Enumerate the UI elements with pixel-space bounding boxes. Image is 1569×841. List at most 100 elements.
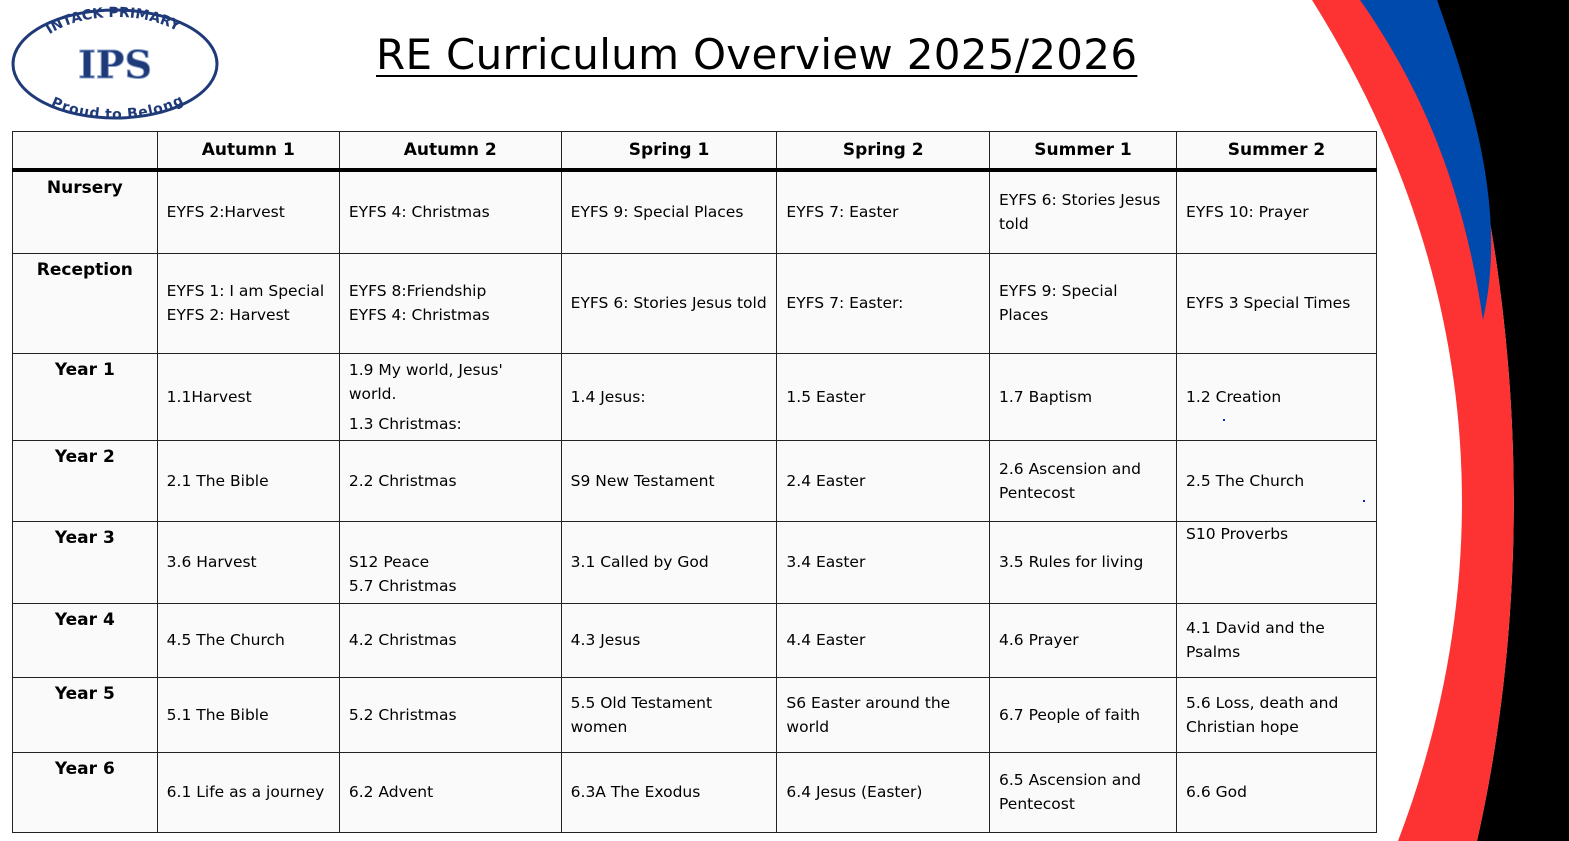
- unit-title: EYFS 8:Friendship: [348, 282, 487, 300]
- unit-title: 1.4 Jesus:: [570, 387, 646, 406]
- unit-title: S10 Proverbs: [1186, 524, 1289, 543]
- table-row: Year 2 2.1 The Bible 2.2 Christmas S9 New T…: [12, 439, 1377, 522]
- table-cell: 6.2 Advent: [338, 751, 562, 833]
- unit-title: 5.2 Christmas: [348, 705, 457, 724]
- unit-title: 6.7 People of faith: [999, 705, 1141, 724]
- table-cell: 3.5 Rules for living: [988, 520, 1178, 604]
- row-label: Year 1: [12, 352, 158, 441]
- unit-title: EYFS 6: Stories Jesus told: [570, 294, 767, 312]
- school-logo: INTACK PRIMARY IPS Proud to Belong: [11, 6, 219, 122]
- svg-text:IPS: IPS: [78, 42, 152, 87]
- unit-title: EYFS 3 Special Times: [1186, 294, 1351, 312]
- unit-title: 5.6 Loss, death and Christian hope: [1186, 693, 1339, 736]
- table-cell: 4.6 Prayer: [988, 602, 1178, 678]
- row-label: Year 5: [12, 676, 158, 753]
- unit-title: 6.3A The Exodus: [570, 783, 701, 801]
- unit-title: 6.5 Ascension and Pentecost: [999, 771, 1141, 813]
- unit-title: EYFS 2:Harvest: [166, 203, 285, 222]
- unit-title: 2.6 Ascension and Pentecost: [999, 459, 1141, 502]
- column-header: Autumn 2: [338, 131, 562, 172]
- table-cell: 3.1 Called by God: [560, 520, 778, 604]
- table-cell: 1.2 Creation: [1176, 352, 1377, 441]
- unit-title: EYFS 10: Prayer: [1186, 203, 1309, 222]
- table-cell: EYFS 9: Special Places: [988, 252, 1178, 354]
- unit-title: 1.5 Easter: [786, 387, 866, 406]
- table-cell: S9 New Testament: [560, 439, 778, 522]
- unit-title: 6.4 Jesus (Easter): [786, 783, 923, 801]
- table-cell: 2.6 Ascension and Pentecost: [988, 439, 1178, 522]
- unit-title: 6.1 Life as a journey: [166, 783, 325, 801]
- table-cell: 2.1 The Bible: [156, 439, 340, 522]
- table-cell: 6.3A The Exodus: [560, 751, 778, 833]
- unit-title: 1.2 Creation: [1186, 387, 1282, 406]
- table-row: Nursery EYFS 2:Harvest EYFS 4: Christmas EY…: [12, 169, 1377, 254]
- table-cell: 1.5 Easter: [776, 352, 990, 441]
- unit-title: 1.9 My world, Jesus' world.: [348, 360, 503, 403]
- table-cell: 5.6 Loss, death and Christian hope: [1176, 676, 1377, 753]
- table-row: Year 3 3.6 Harvest S12 Peace 5.7 Christmas 3…: [12, 520, 1377, 604]
- table-cell: S10 Proverbs: [1176, 520, 1377, 604]
- corner-cell: [12, 131, 158, 172]
- unit-title: 1.1Harvest: [166, 387, 252, 406]
- column-header: Autumn 1: [156, 131, 340, 172]
- table-cell: 4.3 Jesus: [560, 602, 778, 678]
- table-cell: EYFS 2:Harvest: [156, 169, 340, 254]
- unit-title: 3.1 Called by God: [570, 553, 709, 571]
- table-cell: EYFS 6: Stories Jesus told: [560, 252, 778, 354]
- unit-title: 4.5 The Church: [166, 631, 285, 649]
- unit-title: 4.4 Easter: [786, 631, 866, 649]
- column-header: Summer 2: [1176, 131, 1377, 172]
- unit-title: 4.2 Christmas: [348, 631, 457, 649]
- table-cell: EYFS 7: Easter:: [776, 252, 990, 354]
- table-cell: 1.9 My world, Jesus' world. 1.3 Christmas…: [338, 352, 562, 441]
- stray-dot: [1223, 419, 1225, 421]
- unit-title: 6.2 Advent: [348, 783, 434, 801]
- table-cell: 2.2 Christmas: [338, 439, 562, 522]
- table-cell: 5.2 Christmas: [338, 676, 562, 753]
- table-cell: 2.5 The Church: [1176, 439, 1377, 522]
- table-cell: EYFS 6: Stories Jesus told: [988, 169, 1178, 254]
- curriculum-table: Autumn 1 Autumn 2 Spring 1 Spring 2 Summer 1…: [12, 131, 1377, 833]
- unit-title: 5.1 The Bible: [166, 705, 269, 724]
- unit-title: EYFS 1: I am Special: [166, 282, 325, 300]
- unit-title: 4.6 Prayer: [999, 631, 1079, 649]
- table-row: Reception EYFS 1: I am Special EYFS 2: Har…: [12, 252, 1377, 354]
- table-cell: 2.4 Easter: [776, 439, 990, 522]
- row-label: Year 2: [12, 439, 158, 522]
- row-label: Year 3: [12, 520, 158, 604]
- unit-title: 2.4 Easter: [786, 471, 866, 490]
- unit-title: 3.4 Easter: [786, 553, 866, 571]
- table-cell: 6.5 Ascension and Pentecost: [988, 751, 1178, 833]
- table-cell: 4.5 The Church: [156, 602, 340, 678]
- unit-title: 1.7 Baptism: [999, 387, 1093, 406]
- unit-title: 4.3 Jesus: [570, 631, 641, 649]
- header-row: Autumn 1 Autumn 2 Spring 1 Spring 2 Summer 1…: [12, 131, 1377, 172]
- unit-title: 5.7 Christmas: [348, 577, 457, 595]
- table-cell: 3.6 Harvest: [156, 520, 340, 604]
- unit-title: 2.1 The Bible: [166, 471, 269, 490]
- table-cell: EYFS 8:Friendship EYFS 4: Christmas: [338, 252, 562, 354]
- table-cell: 5.5 Old Testament women: [560, 676, 778, 753]
- unit-title: S6 Easter around the world: [786, 693, 951, 736]
- row-label: Year 4: [12, 602, 158, 678]
- table-cell: S6 Easter around the world: [776, 676, 990, 753]
- unit-title: 3.6 Harvest: [166, 553, 257, 571]
- table-cell: 6.4 Jesus (Easter): [776, 751, 990, 833]
- unit-title: 1.3 Christmas:: [348, 414, 462, 433]
- unit-title: EYFS 9: Special Places: [999, 282, 1118, 324]
- table-cell: 1.4 Jesus:: [560, 352, 778, 441]
- unit-title: S9 New Testament: [570, 471, 715, 490]
- table-row: Year 1 1.1Harvest 1.9 My world, Jesus' wor…: [12, 352, 1377, 441]
- table-cell: 3.4 Easter: [776, 520, 990, 604]
- row-label: Reception: [12, 252, 158, 354]
- table-cell: EYFS 1: I am Special EYFS 2: Harvest: [156, 252, 340, 354]
- table-cell: EYFS 9: Special Places: [560, 169, 778, 254]
- table-cell: EYFS 10: Prayer: [1176, 169, 1377, 254]
- unit-title: 2.2 Christmas: [348, 471, 457, 490]
- unit-title: EYFS 2: Harvest: [166, 306, 290, 324]
- table-cell: EYFS 4: Christmas: [338, 169, 562, 254]
- unit-title: EYFS 6: Stories Jesus told: [999, 191, 1161, 234]
- table-cell: 4.1 David and the Psalms: [1176, 602, 1377, 678]
- unit-title: EYFS 7: Easter:: [786, 294, 904, 312]
- unit-title: 6.6 God: [1186, 783, 1247, 801]
